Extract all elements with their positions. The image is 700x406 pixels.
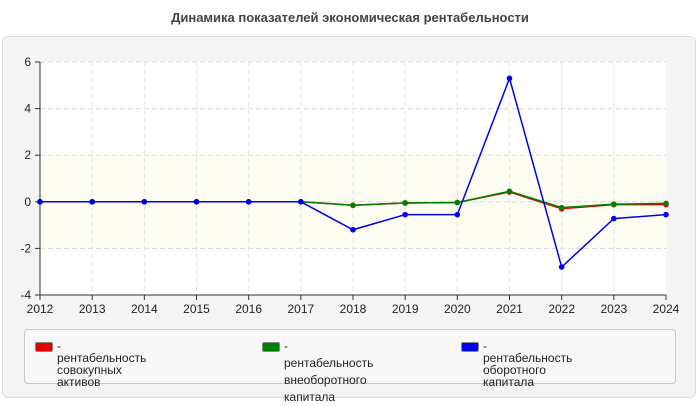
- data-point: [506, 188, 513, 195]
- data-point: [350, 202, 356, 209]
- legend-swatch: [461, 342, 479, 352]
- data-point: [454, 211, 461, 218]
- data-point: [402, 211, 408, 218]
- data-point: [663, 200, 669, 207]
- y-tick-label: -2: [20, 241, 31, 255]
- x-tick-label: 2017: [287, 302, 314, 316]
- x-tick-label: 2019: [392, 302, 419, 316]
- x-tick-label: 2022: [548, 302, 575, 316]
- y-tick-label: 2: [24, 148, 31, 162]
- x-tick-label: 2013: [79, 302, 106, 316]
- data-point: [611, 201, 617, 207]
- legend-swatch: [35, 342, 53, 352]
- legend-swatch: [262, 342, 280, 352]
- data-point: [193, 199, 200, 205]
- data-point: [506, 75, 513, 82]
- x-tick-label: 2016: [235, 302, 262, 316]
- chart-title: Динамика показателей экономическая рента…: [171, 10, 529, 25]
- x-tick-label: 2012: [27, 302, 54, 316]
- x-tick-label: 2015: [183, 302, 210, 316]
- data-point: [37, 199, 43, 205]
- y-tick-label: 0: [24, 195, 31, 209]
- data-point: [663, 211, 669, 218]
- data-point: [298, 199, 304, 205]
- y-tick-label: -4: [20, 288, 31, 302]
- x-tick-label: 2024: [653, 302, 680, 316]
- data-point: [245, 199, 252, 205]
- data-point: [558, 204, 565, 211]
- data-point: [611, 215, 617, 222]
- x-tick-label: 2021: [496, 302, 523, 316]
- chart-legend: - рентабельность совокупных активов - рен…: [24, 329, 676, 404]
- x-tick-label: 2014: [131, 302, 158, 316]
- data-point: [141, 199, 148, 205]
- y-tick-label: 6: [24, 55, 31, 69]
- y-tick-label: 4: [24, 102, 31, 116]
- data-point: [558, 264, 565, 270]
- legend-label: - рентабельность внеоборотного капитала: [284, 339, 374, 404]
- x-tick-label: 2018: [340, 302, 367, 316]
- x-tick-label: 2023: [600, 302, 627, 316]
- legend-label: - рентабельность оборотного капитала: [483, 339, 573, 389]
- data-point: [89, 199, 95, 205]
- data-point: [350, 226, 356, 233]
- data-point: [402, 200, 408, 206]
- x-tick-label: 2020: [444, 302, 471, 316]
- data-point: [454, 199, 461, 206]
- legend-label: - рентабельность совокупных активов: [57, 339, 147, 389]
